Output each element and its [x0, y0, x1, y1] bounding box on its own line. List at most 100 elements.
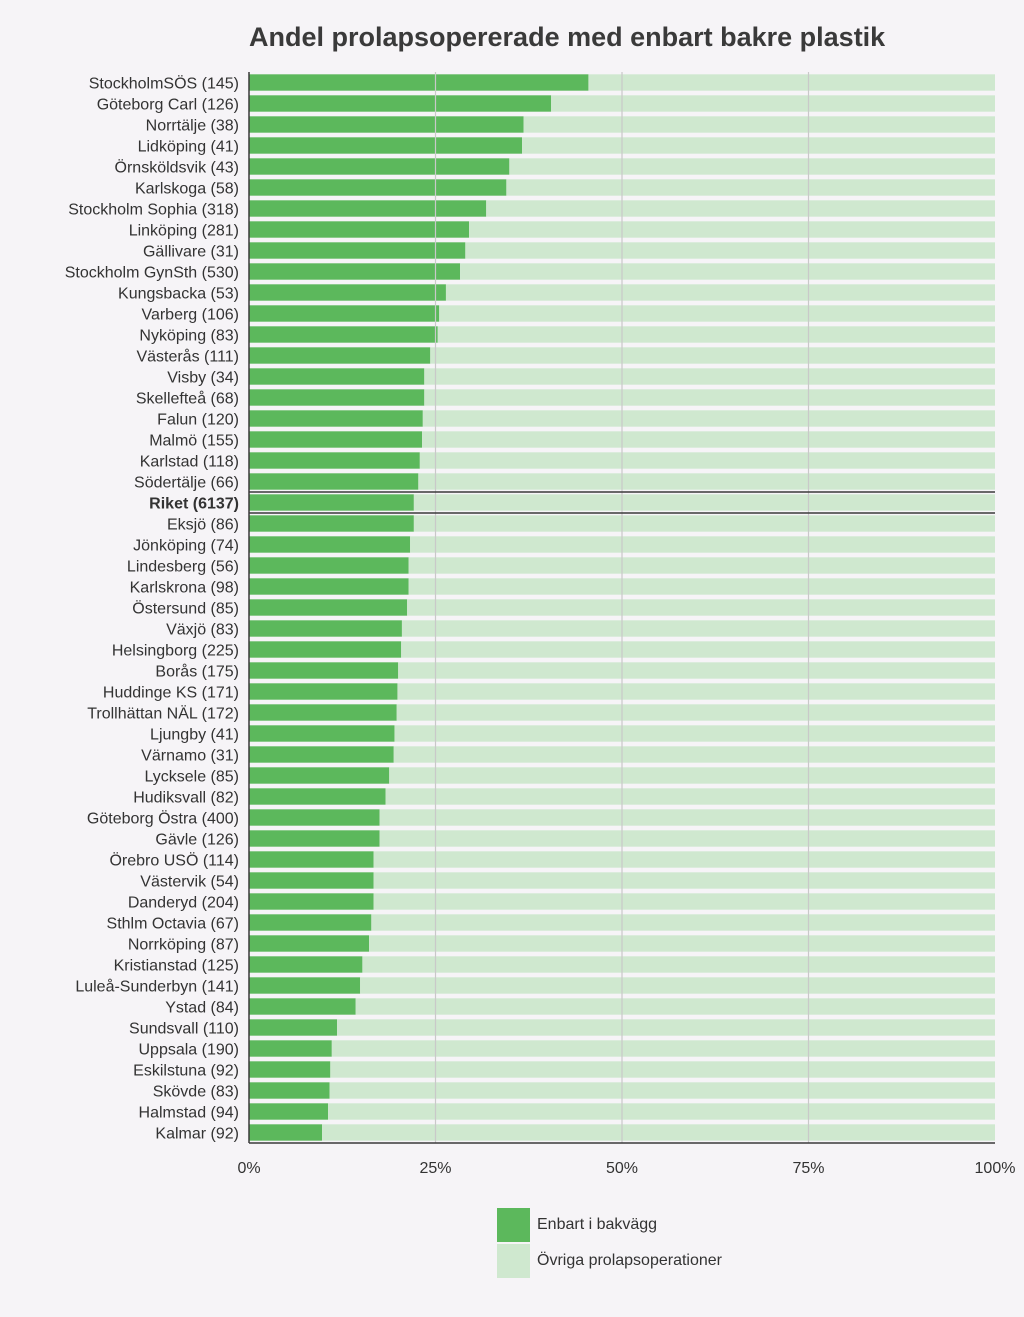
bar-primary: [249, 326, 438, 343]
bar-primary: [249, 410, 423, 427]
bar-secondary: [551, 95, 995, 112]
bar-secondary: [422, 431, 995, 448]
bar-primary: [249, 200, 487, 217]
bar-secondary: [389, 767, 995, 784]
category-label: Eksjö (86): [167, 517, 239, 534]
bar-primary: [249, 347, 431, 364]
bar-secondary: [439, 305, 996, 322]
bar-secondary: [408, 557, 995, 574]
bar-primary: [249, 893, 374, 910]
bar-primary: [249, 1103, 329, 1120]
category-label: Ystad (84): [165, 1000, 239, 1017]
bar-secondary: [379, 830, 995, 847]
bar-primary: [249, 851, 374, 868]
bar-chart: StockholmSÖS (145) Göteborg Carl (126) Nor…: [65, 72, 1016, 1177]
bar-secondary: [506, 179, 995, 196]
bar-secondary: [369, 935, 996, 952]
bar-secondary: [398, 662, 995, 679]
bar-primary: [249, 830, 380, 847]
legend-label-primary: Enbart i bakvägg: [537, 1216, 658, 1233]
x-tick-label: 0%: [237, 1160, 260, 1177]
bar-primary: [249, 935, 370, 952]
bar-secondary: [394, 725, 996, 742]
bar-primary: [249, 662, 399, 679]
x-tick-label: 25%: [419, 1160, 451, 1177]
category-label: Lycksele (85): [144, 769, 239, 786]
bar-secondary: [371, 914, 995, 931]
bar-primary: [249, 788, 386, 805]
bar-primary: [249, 998, 356, 1015]
bar-primary: [249, 1061, 331, 1078]
bar-secondary: [413, 494, 996, 511]
category-label: Stockholm GynSth (530): [65, 265, 239, 282]
category-label: Falun (120): [157, 412, 239, 429]
bar-secondary: [460, 263, 995, 280]
bar-primary: [249, 557, 409, 574]
bar-primary: [249, 620, 402, 637]
bar-secondary: [393, 746, 995, 763]
category-label: Göteborg Östra (400): [87, 810, 239, 828]
category-label: Ljungby (41): [150, 727, 239, 744]
category-label: Örebro USÖ (114): [109, 852, 239, 870]
bar-primary: [249, 1040, 332, 1057]
bar-primary: [249, 977, 361, 994]
category-label: Varberg (106): [141, 307, 239, 324]
category-label: Lidköping (41): [138, 139, 239, 156]
bar-secondary: [407, 599, 996, 616]
category-label: Norrköping (87): [128, 937, 239, 954]
bar-secondary: [373, 872, 995, 889]
bar-primary: [249, 158, 510, 175]
category-label: Södertälje (66): [134, 475, 239, 492]
bar-secondary: [509, 158, 995, 175]
bar-primary: [249, 914, 372, 931]
category-label: Huddinge KS (171): [103, 685, 239, 702]
bar-primary: [249, 368, 425, 385]
bar-secondary: [486, 200, 995, 217]
bar-primary: [249, 389, 425, 406]
bar-primary: [249, 578, 409, 595]
category-label: Kalmar (92): [155, 1126, 239, 1143]
bar-secondary: [397, 683, 996, 700]
bar-secondary: [424, 389, 995, 406]
bar-primary: [249, 305, 440, 322]
category-label: Malmö (155): [149, 433, 239, 450]
bar-secondary: [385, 788, 995, 805]
bars: [249, 74, 996, 1141]
x-tick-label: 100%: [975, 1160, 1016, 1177]
category-label: Danderyd (204): [128, 895, 239, 912]
category-label: Skövde (83): [153, 1084, 239, 1101]
category-label: Karlskrona (98): [130, 580, 239, 597]
category-label: Örnsköldsvik (43): [115, 159, 239, 177]
bar-primary: [249, 242, 466, 259]
category-labels: StockholmSÖS (145) Göteborg Carl (126) Nor…: [65, 75, 239, 1143]
legend-item-primary: Enbart i bakvägg: [497, 1207, 722, 1243]
bar-primary: [249, 809, 380, 826]
axes-frame: [248, 72, 995, 1144]
bar-primary: [249, 641, 402, 658]
category-label: Stockholm Sophia (318): [68, 202, 239, 219]
bar-primary: [249, 179, 507, 196]
bar-primary: [249, 1124, 323, 1141]
bar-primary: [249, 95, 552, 112]
category-label: Karlskoga (58): [135, 181, 239, 198]
category-label: Växjö (83): [166, 622, 239, 639]
category-label: Linköping (281): [129, 223, 239, 240]
bar-primary: [249, 746, 394, 763]
bar-primary: [249, 116, 524, 133]
category-label: Nyköping (83): [139, 328, 239, 345]
bar-secondary: [523, 116, 995, 133]
bar-primary: [249, 137, 523, 154]
category-label: StockholmSÖS (145): [89, 75, 239, 93]
bar-secondary: [469, 221, 995, 238]
bar-secondary: [355, 998, 996, 1015]
legend-label-secondary: Övriga prolapsoperationer: [537, 1252, 722, 1269]
bar-primary: [249, 431, 423, 448]
legend: Enbart i bakvägg Övriga prolapsoperation…: [497, 1207, 722, 1279]
bar-secondary: [424, 368, 995, 385]
bar-secondary: [408, 578, 995, 595]
category-label: Sundsvall (110): [129, 1021, 239, 1038]
bar-primary: [249, 1019, 338, 1036]
bar-secondary: [396, 704, 995, 721]
bar-primary: [249, 767, 390, 784]
